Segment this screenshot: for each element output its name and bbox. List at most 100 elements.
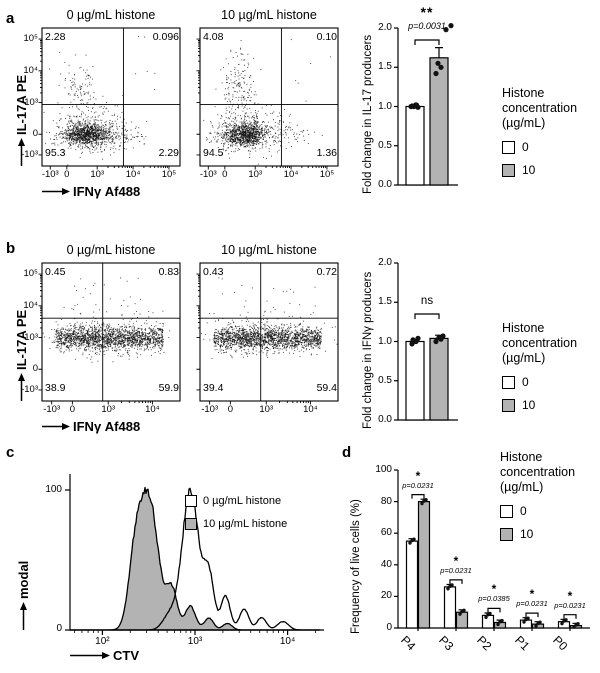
significance-p-value: p=0.0231 (554, 600, 586, 610)
quadrant-value-top-right: 0.10 (316, 31, 337, 43)
y-axis-label: modal (16, 560, 31, 599)
axis-arrow-icon (18, 373, 25, 401)
histogram-legend-item: 0 µg/mL histone (185, 495, 281, 507)
axis-arrow-icon (18, 138, 25, 166)
x-axis-label: IFNγ Af488 (73, 184, 141, 199)
d-y-tick-label: 0 (386, 622, 392, 633)
legend-histone-d: Histone concentration (µg/mL) 0 10 (500, 450, 575, 541)
significance-p-value: p=0.0231 (440, 565, 472, 575)
flow-title: 0 µg/mL histone (66, 243, 156, 257)
flow-b-x-axis: IFNγ Af488 (42, 419, 140, 434)
flow-x-tick-label: 0 (64, 169, 70, 180)
bar-y-tick-label: 1.0 (378, 100, 392, 112)
d-bar-y-axis-label: Frequency of live cells (%) (350, 499, 362, 634)
flow-y-tick-label: 0 (32, 128, 38, 140)
quadrant-value-bottom-right: 59.9 (158, 382, 179, 394)
ctv-histogram (65, 474, 324, 635)
axis-arrow-icon (42, 423, 70, 430)
bar-y-tick-label: 0.5 (378, 139, 392, 151)
legend-item-label: 10 (520, 527, 534, 541)
flow-y-tick-label: 10⁵ (23, 33, 38, 45)
c-x-tick-label: 10³ (187, 636, 203, 647)
quadrant-value-top-left: 2.28 (45, 31, 66, 43)
ifng-fold-change-bar-chart (394, 262, 458, 421)
significance-stars: ** (420, 4, 434, 20)
legend-item-label: 10 (522, 398, 536, 412)
x-axis-label: CTV (113, 648, 139, 663)
significance-stars: * (529, 587, 535, 602)
live-cells-bar-chart (394, 469, 590, 631)
flow-plot: 2.28 0.096 95.3 2.29 -10³ 0 10³ 10⁴ 10⁵ 10⁵ 10… (21, 26, 186, 180)
d-y-tick-label: 40 (380, 558, 392, 570)
bar-y-tick-label: 1.0 (378, 335, 392, 347)
flow-plot: 4.08 0.10 94.5 1.36 -10³ 0 10³ 10⁴ 10⁵ (194, 26, 344, 180)
quadrant-value-bottom-right: 2.29 (158, 147, 179, 159)
legend-item: 0 (502, 140, 577, 154)
significance-ns: ns (420, 295, 434, 307)
c-y-tick-label: 0 (56, 623, 62, 634)
legend-swatch-gray (185, 518, 197, 530)
flow-x-tick-label: 10³ (90, 169, 105, 180)
quadrant-value-bottom-left: 39.4 (203, 382, 224, 394)
legend-title-line: Histone (502, 86, 545, 100)
flow-x-tick-label: 10⁴ (283, 169, 299, 180)
flow-x-tick-label: -10³ (43, 404, 61, 415)
flow-title: 10 µg/mL histone (221, 243, 317, 257)
flow-y-tick-label: 10⁴ (23, 299, 38, 311)
legend-title-line: Histone (502, 321, 545, 335)
legend-swatch-white (500, 504, 513, 518)
flow-x-tick-label: 10³ (248, 169, 263, 180)
flow-y-tick-label: 10⁴ (23, 64, 38, 76)
bar-y-tick-label: 1.5 (378, 61, 392, 73)
c-y-tick-label: 100 (45, 484, 62, 495)
significance-stars: * (567, 588, 573, 603)
significance-p-value: p=0.0031 (408, 21, 446, 31)
legend-histone-a: Histone concentration (µg/mL) 0 10 (502, 86, 577, 177)
quadrant-value-bottom-right: 1.36 (316, 147, 337, 159)
flow-plot: 0.43 0.72 39.4 59.4 -10³ 0 10³ 10⁴ (194, 261, 344, 415)
legend-swatch-gray (502, 163, 515, 177)
quadrant-value-bottom-right: 59.4 (316, 382, 337, 394)
flow-y-tick-label: 10⁵ (23, 268, 38, 280)
flow-scatter-canvas (194, 26, 344, 176)
legend-swatch-gray (500, 527, 513, 541)
quadrant-value-top-right: 0.72 (316, 266, 337, 278)
legend-swatch-white (502, 140, 515, 154)
quadrant-value-top-right: 0.096 (152, 31, 179, 43)
flow-x-tick-label: 10³ (101, 404, 116, 415)
flow-title: 10 µg/mL histone (221, 8, 317, 22)
legend-title-line: (µg/mL) (502, 351, 546, 365)
quadrant-value-top-left: 0.45 (45, 266, 66, 278)
flow-a-x-axis: IFNγ Af488 (42, 184, 140, 199)
panel-b-label: b (6, 240, 16, 257)
flow-y-tick-label: -10³ (21, 383, 38, 395)
axis-arrow-icon (70, 652, 110, 659)
legend-item-label: 0 (522, 140, 529, 154)
axis-arrow-icon (42, 188, 70, 195)
y-axis-label: IL-17A PE (14, 309, 29, 370)
significance-p-value: p=0.0385 (478, 594, 510, 604)
flow-x-tick-label: 0 (227, 404, 233, 415)
panel-a-label: a (6, 10, 15, 27)
significance-p-value: p=0.0231 (402, 480, 434, 490)
y-axis-label: IL-17A PE (14, 74, 29, 135)
significance-stars: * (453, 553, 459, 568)
flow-x-tick-label: 10³ (259, 404, 274, 415)
bar-y-tick-label: 1.5 (378, 296, 392, 308)
legend-title-line: concentration (502, 336, 578, 350)
flow-y-tick-label: 10³ (24, 96, 38, 108)
flow-b-y-axis: IL-17A PE (14, 310, 29, 401)
flow-x-tick-label: -10³ (41, 169, 59, 180)
d-y-tick-label: 100 (375, 464, 392, 475)
legend-title-line: (µg/mL) (500, 480, 544, 494)
legend-item: 0 (500, 504, 575, 518)
bar-y-tick-label: 2.0 (378, 257, 392, 268)
legend-swatch-white (502, 375, 515, 389)
quadrant-value-top-right: 0.83 (158, 266, 179, 278)
significance-stars: * (491, 582, 497, 597)
flow-x-tick-label: 10⁴ (145, 404, 160, 415)
legend-swatch-gray (502, 398, 515, 412)
legend-item-label: 0 µg/mL histone (203, 495, 282, 507)
legend-histone-b: Histone concentration (µg/mL) 0 10 (502, 321, 577, 412)
